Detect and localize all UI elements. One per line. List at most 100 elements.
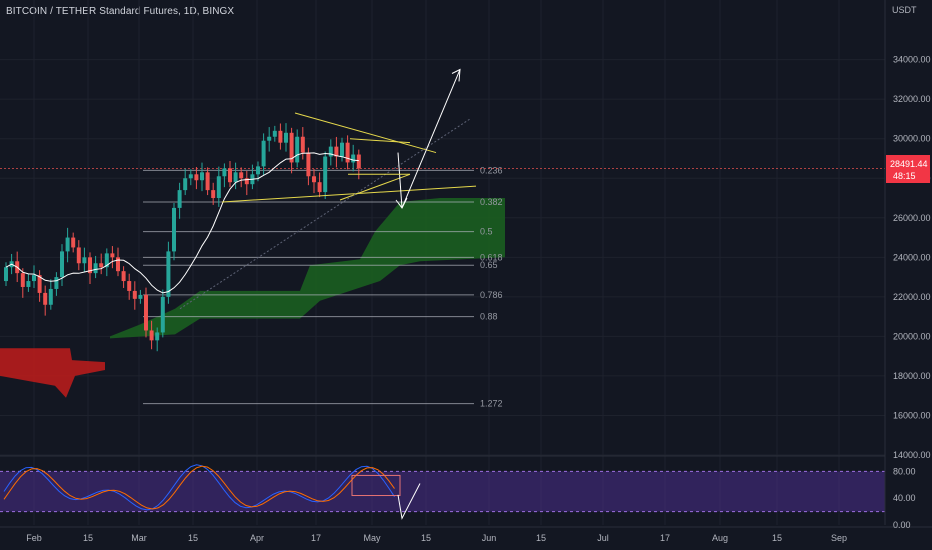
y-tick-label: 26000.00 [893,213,931,223]
candle-body [216,176,221,199]
x-tick-label: Jul [597,533,609,543]
y-tick-label: 22000.00 [893,292,931,302]
candle-body [82,257,87,264]
candle-body [284,132,288,143]
upper-trendline-2 [349,138,411,144]
candle-body [121,271,126,282]
candle-body [48,288,53,305]
candle-body [65,237,70,252]
last-price-value: 28491.44 [890,159,928,169]
candle-body [205,172,210,191]
candle-body [300,136,305,153]
candle-body [155,332,160,341]
candle-body [222,168,227,177]
dotted-trendline [179,118,471,310]
x-tick-label: 15 [188,533,198,543]
candle-body [334,146,339,157]
candle-body [71,237,76,248]
candlestick-series [4,123,361,352]
fib-label: 0.65 [480,260,498,270]
x-tick-label: Sep [831,533,847,543]
candle-body [166,251,171,297]
grid [0,0,885,525]
candle-body [149,330,154,341]
arrow-up-head [451,68,461,82]
x-tick-label: May [363,533,381,543]
candle-body [32,275,36,282]
candle-body [323,156,328,193]
candle-body [306,152,311,177]
candle-body [132,290,137,299]
candle-body [356,154,361,169]
fib-label: 0.88 [480,312,498,322]
candle-body [211,190,216,199]
x-tick-label: 17 [660,533,670,543]
candle-body [43,292,48,305]
candle-body [328,146,333,157]
candle-body [20,273,25,287]
candle-body [295,136,300,163]
candle-body [256,166,260,175]
candle-body [289,132,294,163]
candle-body [340,142,344,157]
fib-label: 0.786 [480,290,503,300]
candle-body [345,142,350,163]
chart-title: BITCOIN / TETHER Standard Futures, 1D, B… [6,6,235,17]
candle-body [26,281,31,287]
currency-label: USDT [892,5,917,15]
candle-body [200,172,204,181]
y-tick-label: 18000.00 [893,371,931,381]
candle-body [228,168,232,183]
last-price-badge[interactable]: 28491.44 48:15 [886,155,930,183]
candle-body [138,294,143,299]
last-price-countdown: 48:15 [893,171,916,181]
y-tick-label: 20000.00 [893,331,931,341]
fib-label: 0.5 [480,227,493,237]
candle-body [261,140,266,167]
stoch-k-line [3,464,395,511]
ichimoku-cloud [0,198,505,398]
arrow-down-line [397,152,403,208]
stoch-arrow [397,483,421,520]
ma-line [5,152,359,294]
candle-body [351,154,356,163]
x-tick-label: 15 [772,533,782,543]
candle-body [160,296,165,333]
lower-trendline [221,185,477,203]
x-tick-label: 15 [536,533,546,543]
candle-body [272,130,277,137]
x-tick-label: Aug [712,533,728,543]
candle-body [144,294,148,331]
candle-body [177,190,182,208]
moving-average [5,152,359,294]
x-tick-label: Jun [482,533,497,543]
candle-body [183,178,188,191]
candle-body [93,263,98,274]
x-tick-label: Feb [26,533,42,543]
candle-body [99,263,104,268]
candle-body [233,172,238,183]
candle-body [188,174,193,179]
candle-body [278,130,283,143]
y-tick-label: 14000.00 [893,450,931,460]
stochastic-panel [0,464,885,520]
x-tick-label: Mar [131,533,147,543]
candle-body [116,257,120,272]
x-tick-label: 17 [311,533,321,543]
fib-label: 0.236 [480,165,503,175]
candle-body [127,281,132,291]
fib-label: 1.272 [480,399,503,409]
x-tick-label: 15 [421,533,431,543]
stoch-band [0,471,885,512]
upper-trendline [294,112,437,154]
stoch-tick-label: 0.00 [893,520,911,530]
arrow-down-head [395,197,408,209]
y-tick-label: 30000.00 [893,134,931,144]
last-price-badge-bg [886,155,930,183]
fib-label: 0.382 [480,197,503,207]
stoch-highlight-box [351,474,401,497]
candle-body [60,251,64,278]
